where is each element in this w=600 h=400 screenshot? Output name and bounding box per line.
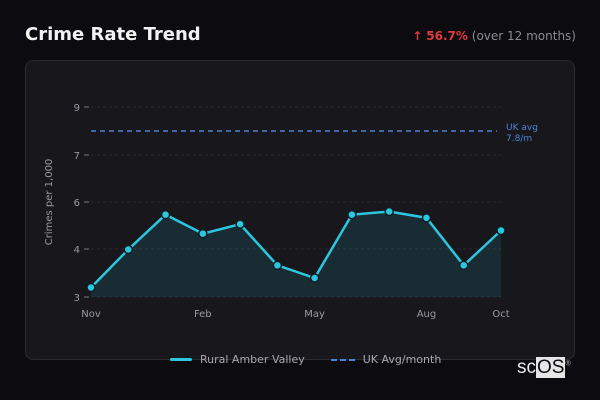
data-point[interactable]: [123, 244, 134, 255]
chart-panel: [25, 60, 575, 360]
data-point[interactable]: [421, 213, 432, 223]
y-axis-label: Crimes per 1,000: [44, 159, 55, 246]
legend-swatch-dashed: [330, 358, 355, 361]
svg-text:Feb: Feb: [194, 309, 212, 320]
data-point[interactable]: [309, 273, 320, 283]
data-point[interactable]: [160, 209, 171, 220]
svg-text:6: 6: [74, 198, 80, 209]
change-summary: ↑ 56.7% (over 12 months): [412, 29, 576, 43]
data-point[interactable]: [384, 206, 394, 217]
svg-text:9: 9: [74, 103, 80, 114]
data-point[interactable]: [272, 260, 283, 271]
data-point[interactable]: [496, 225, 506, 236]
svg-text:4: 4: [74, 245, 80, 256]
reference-label-line1: UK avg: [506, 123, 538, 133]
brand-logo: scOS®: [517, 357, 571, 378]
legend-item-series[interactable]: Rural Amber Valley: [170, 353, 305, 366]
svg-text:Oct: Oct: [492, 309, 509, 320]
x-axis-ticks: Nov Feb May Aug Oct: [81, 309, 509, 320]
legend-item-reference[interactable]: UK Avg/month: [330, 353, 442, 366]
series-area: [91, 211, 501, 297]
reference-label-line2: 7.8/m: [506, 134, 532, 144]
data-point[interactable]: [86, 282, 96, 293]
data-point[interactable]: [235, 219, 245, 229]
legend: Rural Amber Valley UK Avg/month: [170, 353, 441, 366]
svg-text:3: 3: [74, 293, 80, 304]
svg-text:Nov: Nov: [81, 309, 101, 320]
page-title: Crime Rate Trend: [25, 24, 201, 45]
change-value: 56.7%: [426, 29, 468, 43]
y-axis-ticks: 3 4 6 7 9: [74, 103, 89, 304]
data-point[interactable]: [347, 209, 357, 220]
grid-lines: [91, 106, 501, 298]
change-period: (over 12 months): [471, 29, 576, 43]
series-points: [86, 206, 506, 293]
arrow-up-icon: ↑: [412, 29, 423, 43]
svg-text:7: 7: [74, 151, 80, 162]
svg-text:May: May: [304, 309, 325, 320]
data-point[interactable]: [198, 228, 208, 239]
series-line: [90, 210, 502, 289]
svg-text:Aug: Aug: [417, 309, 437, 320]
legend-label: Rural Amber Valley: [200, 353, 305, 366]
legend-swatch-solid: [170, 358, 192, 361]
data-point[interactable]: [458, 260, 469, 271]
legend-label: UK Avg/month: [362, 353, 442, 366]
